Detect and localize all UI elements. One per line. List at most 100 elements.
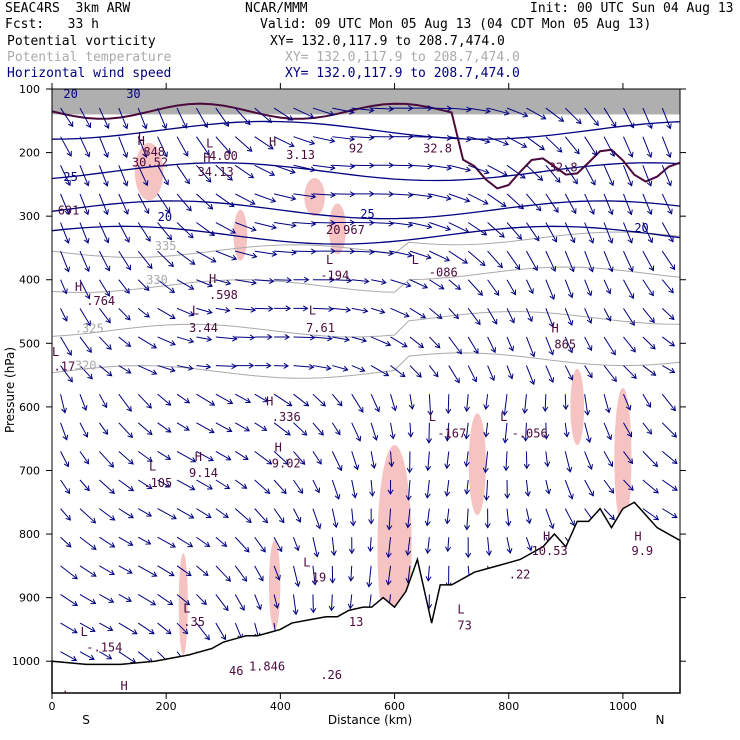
wind-vector <box>118 193 129 215</box>
x-tick-label: 600 <box>384 700 405 713</box>
wind-vector <box>351 393 364 413</box>
wind-vector <box>274 277 293 284</box>
wind-vector <box>254 536 266 553</box>
extremum-label: L <box>457 603 464 617</box>
wind-vector <box>487 136 510 146</box>
wind-vector <box>196 594 207 606</box>
wind-vector <box>448 250 469 264</box>
wind-vector <box>562 394 569 411</box>
wind-vector <box>215 536 228 547</box>
wind-vector <box>176 450 197 463</box>
wind-vector <box>235 279 257 286</box>
wind-vector <box>137 422 153 436</box>
wind-vector <box>273 422 291 436</box>
wind-vector <box>137 222 151 242</box>
wind-vector <box>348 537 355 555</box>
wind-vector <box>642 308 655 324</box>
wind-vector <box>293 276 310 283</box>
wind-vector <box>176 250 196 265</box>
wind-vector <box>351 134 375 141</box>
wind-vector <box>331 393 343 407</box>
wind-vector <box>273 193 297 201</box>
wind-vector <box>235 334 256 341</box>
wind-vector <box>603 422 613 441</box>
wind-vector <box>390 221 414 228</box>
wind-vector <box>99 508 116 521</box>
wind-vector <box>274 362 290 369</box>
wind-vector <box>79 651 95 661</box>
wind-vector <box>464 508 471 531</box>
extremum-label: H <box>121 679 128 693</box>
wind-vector <box>603 193 614 216</box>
wind-vector <box>545 193 559 213</box>
wind-vector <box>584 222 595 244</box>
wind-vector <box>662 508 678 519</box>
wind-vector <box>312 508 322 530</box>
wind-vector <box>157 222 173 241</box>
wind-vector <box>79 479 90 492</box>
wind-vector <box>662 365 676 374</box>
extremum-label: L <box>52 345 59 359</box>
extremum-label: 2.17 <box>46 360 75 374</box>
wind-vector <box>409 193 433 200</box>
wind-vector <box>234 536 250 553</box>
wind-vector <box>215 335 238 342</box>
extremum-label: L <box>500 410 507 424</box>
wind-vector <box>332 365 349 372</box>
wind-vector <box>60 193 71 216</box>
wind-vector <box>79 422 89 438</box>
wind-vector <box>348 565 355 582</box>
wind-vector <box>176 622 189 635</box>
wind-vector <box>98 107 110 130</box>
wind-vector <box>467 222 488 236</box>
wind-vector <box>642 508 660 521</box>
wind-vector <box>369 479 376 497</box>
wind-vector <box>293 393 310 407</box>
x-tick-label: 400 <box>270 700 291 713</box>
wind-vector <box>176 565 192 577</box>
wind-vector <box>137 393 152 409</box>
plot-frame <box>51 88 681 694</box>
wind-vector <box>371 250 394 257</box>
wind-vector <box>98 308 111 324</box>
wind-vector <box>234 594 245 611</box>
wind-vector <box>60 451 70 468</box>
wind-vector <box>485 537 492 557</box>
wind-vector <box>60 222 70 244</box>
extremum-label: 848 <box>143 145 165 159</box>
wind-vector <box>506 537 513 554</box>
wind-vector <box>603 451 614 468</box>
wind-vector <box>448 193 471 203</box>
wind-vector <box>661 222 674 243</box>
wind-vector <box>60 479 71 495</box>
forecast-hour: Fcst: 33 h <box>5 17 99 32</box>
wind-vector <box>79 136 91 158</box>
wind-vector <box>351 107 375 114</box>
wind-vector <box>584 279 593 297</box>
wind-vector <box>448 222 470 234</box>
wind-contour-label: 30 <box>126 87 140 101</box>
wind-vector <box>79 394 88 411</box>
wind-vector <box>137 136 148 158</box>
wind-vector <box>425 537 431 555</box>
wind-vector <box>157 193 171 214</box>
wind-vector <box>176 364 194 371</box>
wind-vector <box>467 365 478 383</box>
wind-vector <box>118 279 130 294</box>
wind-vector <box>137 594 157 606</box>
extremum-label: -.056 <box>512 426 548 440</box>
wind-vector <box>405 508 412 529</box>
wind-vector <box>254 594 262 611</box>
wind-vector <box>310 594 317 614</box>
wind-vector <box>405 479 412 501</box>
wind-vector <box>293 508 302 523</box>
wind-vector <box>424 508 431 527</box>
wind-vector <box>254 393 269 403</box>
wind-vector <box>390 162 414 169</box>
wind-vector <box>424 479 431 499</box>
x-axis-title: Distance (km) <box>328 713 412 727</box>
y-tick-label: 900 <box>19 592 40 605</box>
wind-vector <box>79 508 97 524</box>
wind-vector <box>463 451 470 468</box>
wind-vector <box>429 134 453 141</box>
